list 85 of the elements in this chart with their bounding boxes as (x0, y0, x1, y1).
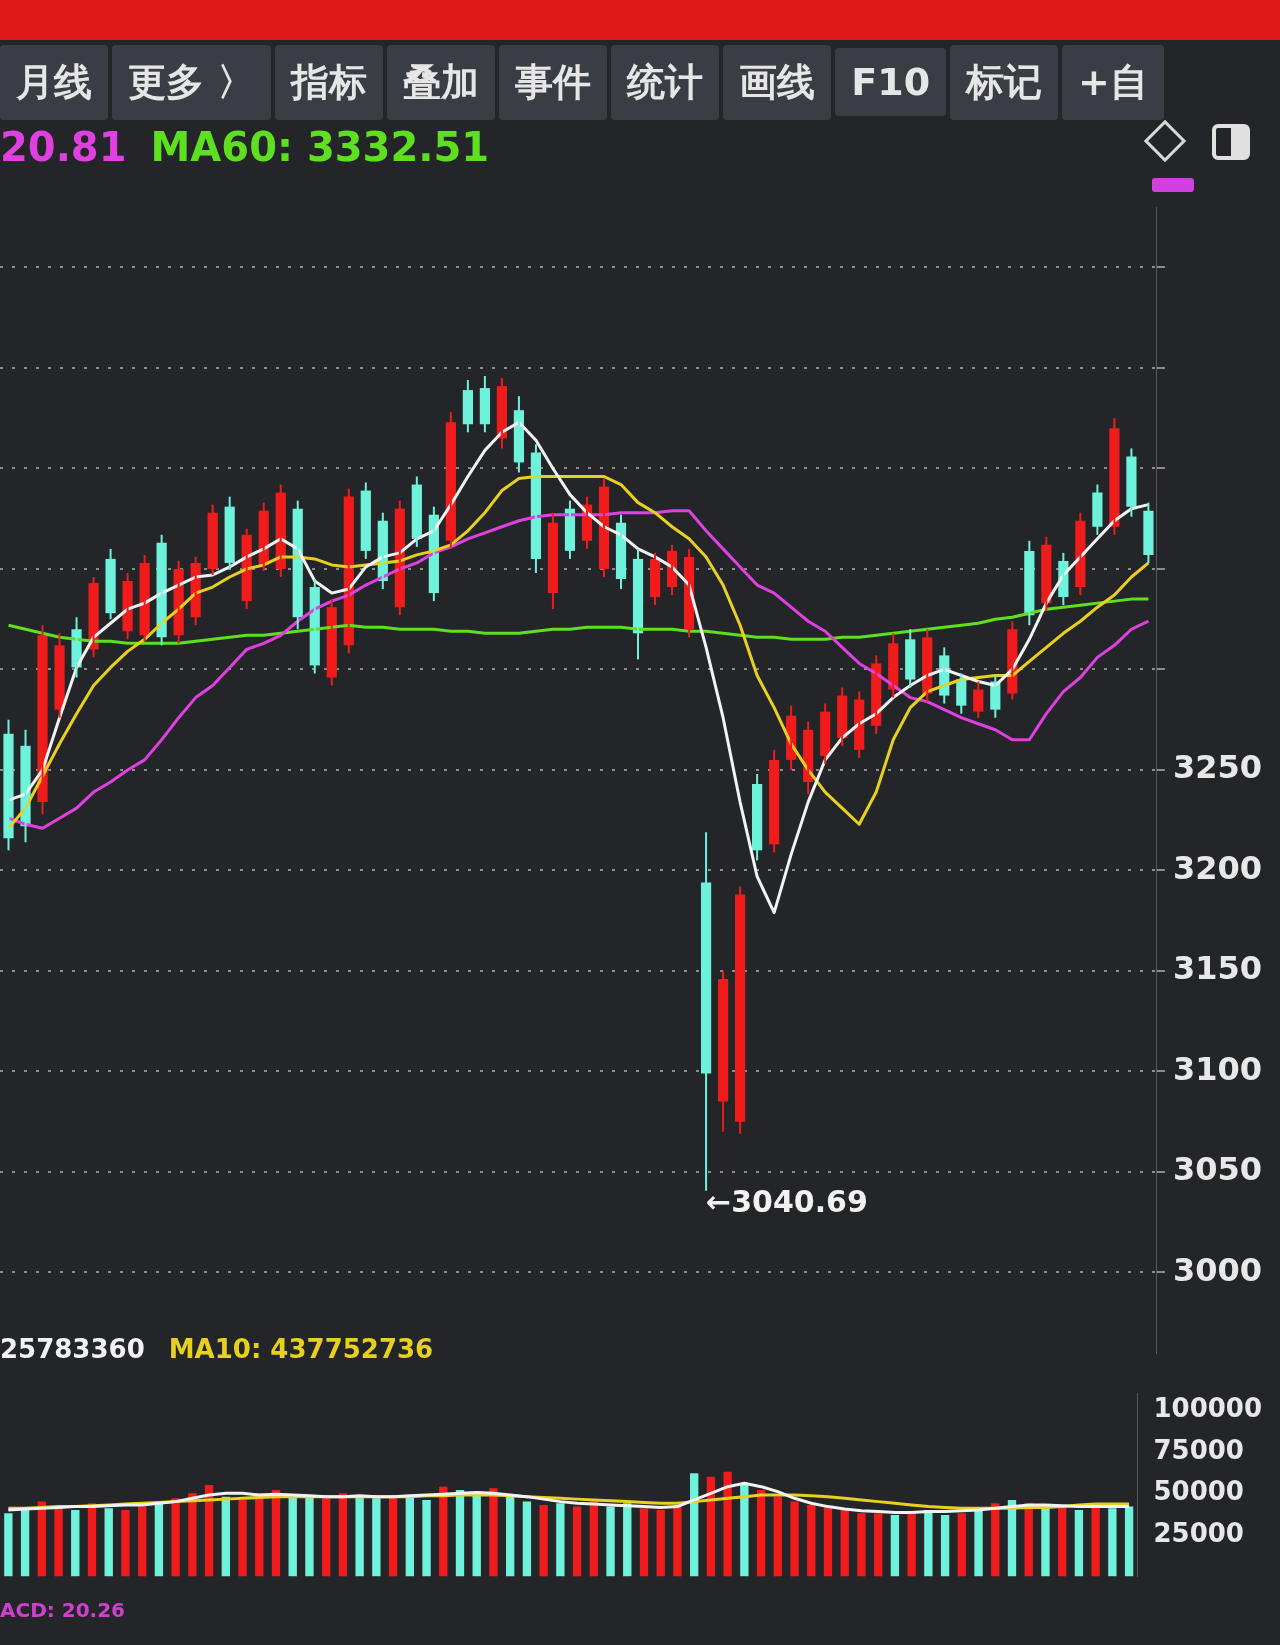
text: 事件 (499, 44, 608, 120)
bar (1124, 1506, 1134, 1577)
bar (522, 1501, 532, 1577)
y-tick-label: 3050 (1172, 1150, 1262, 1189)
bar (723, 1471, 732, 1577)
bar (539, 1504, 548, 1577)
bar (907, 1513, 916, 1577)
text: 统计 (611, 44, 720, 120)
text: 月线 (0, 44, 108, 120)
bar (991, 1503, 1000, 1577)
text: MA10: 437752736 (168, 1334, 434, 1364)
bar (338, 1493, 348, 1577)
bar (455, 1489, 465, 1577)
bar (171, 1498, 180, 1577)
bar (322, 1498, 331, 1577)
bar (37, 1501, 46, 1577)
text: 标记 (950, 44, 1059, 120)
bar (4, 1513, 13, 1577)
text: 更多 〉 (112, 44, 272, 120)
bar (439, 1486, 448, 1577)
bar (974, 1509, 983, 1577)
text: MA60: 3332.51 (150, 124, 490, 170)
bar (1041, 1508, 1050, 1577)
bar (790, 1501, 799, 1577)
bar (87, 1503, 97, 1577)
text: 20.81 (0, 124, 127, 170)
bar (20, 1509, 30, 1577)
y-tick-label: 3100 (1172, 1049, 1262, 1088)
bar (639, 1508, 649, 1577)
bar (271, 1489, 281, 1577)
y-tick-label: 25000 (1153, 1517, 1244, 1548)
bar (840, 1509, 849, 1577)
bar (54, 1506, 63, 1577)
bar (572, 1506, 582, 1577)
text: +自 (1062, 44, 1164, 120)
bar (874, 1513, 883, 1577)
bar (506, 1496, 515, 1577)
bar (238, 1499, 247, 1577)
bar (104, 1508, 113, 1577)
bar (589, 1501, 598, 1577)
bar (623, 1503, 632, 1577)
bar (405, 1496, 414, 1577)
bar (221, 1496, 230, 1577)
bar (1108, 1508, 1117, 1577)
bar (472, 1494, 481, 1577)
bar (740, 1485, 749, 1577)
bar (138, 1506, 147, 1577)
bar (890, 1514, 900, 1577)
bar (71, 1509, 80, 1577)
bar (606, 1506, 615, 1577)
bar (807, 1504, 816, 1577)
bar (673, 1506, 682, 1577)
bar (690, 1473, 699, 1577)
text: 画线 (723, 44, 832, 120)
bar (154, 1501, 164, 1577)
y-tick-label: 3000 (1172, 1250, 1262, 1289)
text: 叠加 (387, 44, 496, 120)
bar (940, 1514, 950, 1577)
bar (1074, 1509, 1084, 1577)
bar (121, 1509, 130, 1577)
y-tick-label: 3150 (1172, 949, 1262, 988)
bar (305, 1496, 314, 1577)
text: 25783360 (0, 1334, 145, 1364)
y-tick-label: 100000 (1153, 1392, 1262, 1423)
bar (656, 1509, 665, 1577)
y-tick-label: 3200 (1172, 848, 1262, 887)
y-tick-label: 50000 (1153, 1476, 1244, 1507)
bar (489, 1488, 498, 1577)
bar (957, 1513, 966, 1577)
bar (188, 1493, 197, 1577)
text: F10 (835, 48, 947, 116)
bar (1091, 1506, 1100, 1577)
bar (372, 1498, 381, 1577)
bar (556, 1503, 565, 1577)
bar (823, 1506, 833, 1577)
text: ←3040.69 (706, 1184, 868, 1220)
y-tick-label: 75000 (1153, 1434, 1244, 1465)
bar (773, 1496, 782, 1577)
bar (756, 1489, 766, 1577)
bar (422, 1499, 431, 1577)
bar (857, 1513, 866, 1577)
bar (355, 1496, 364, 1577)
text: ACD: 20.26 (0, 1598, 125, 1622)
text: 指标 (275, 44, 384, 120)
y-tick-label: 3250 (1172, 748, 1262, 787)
